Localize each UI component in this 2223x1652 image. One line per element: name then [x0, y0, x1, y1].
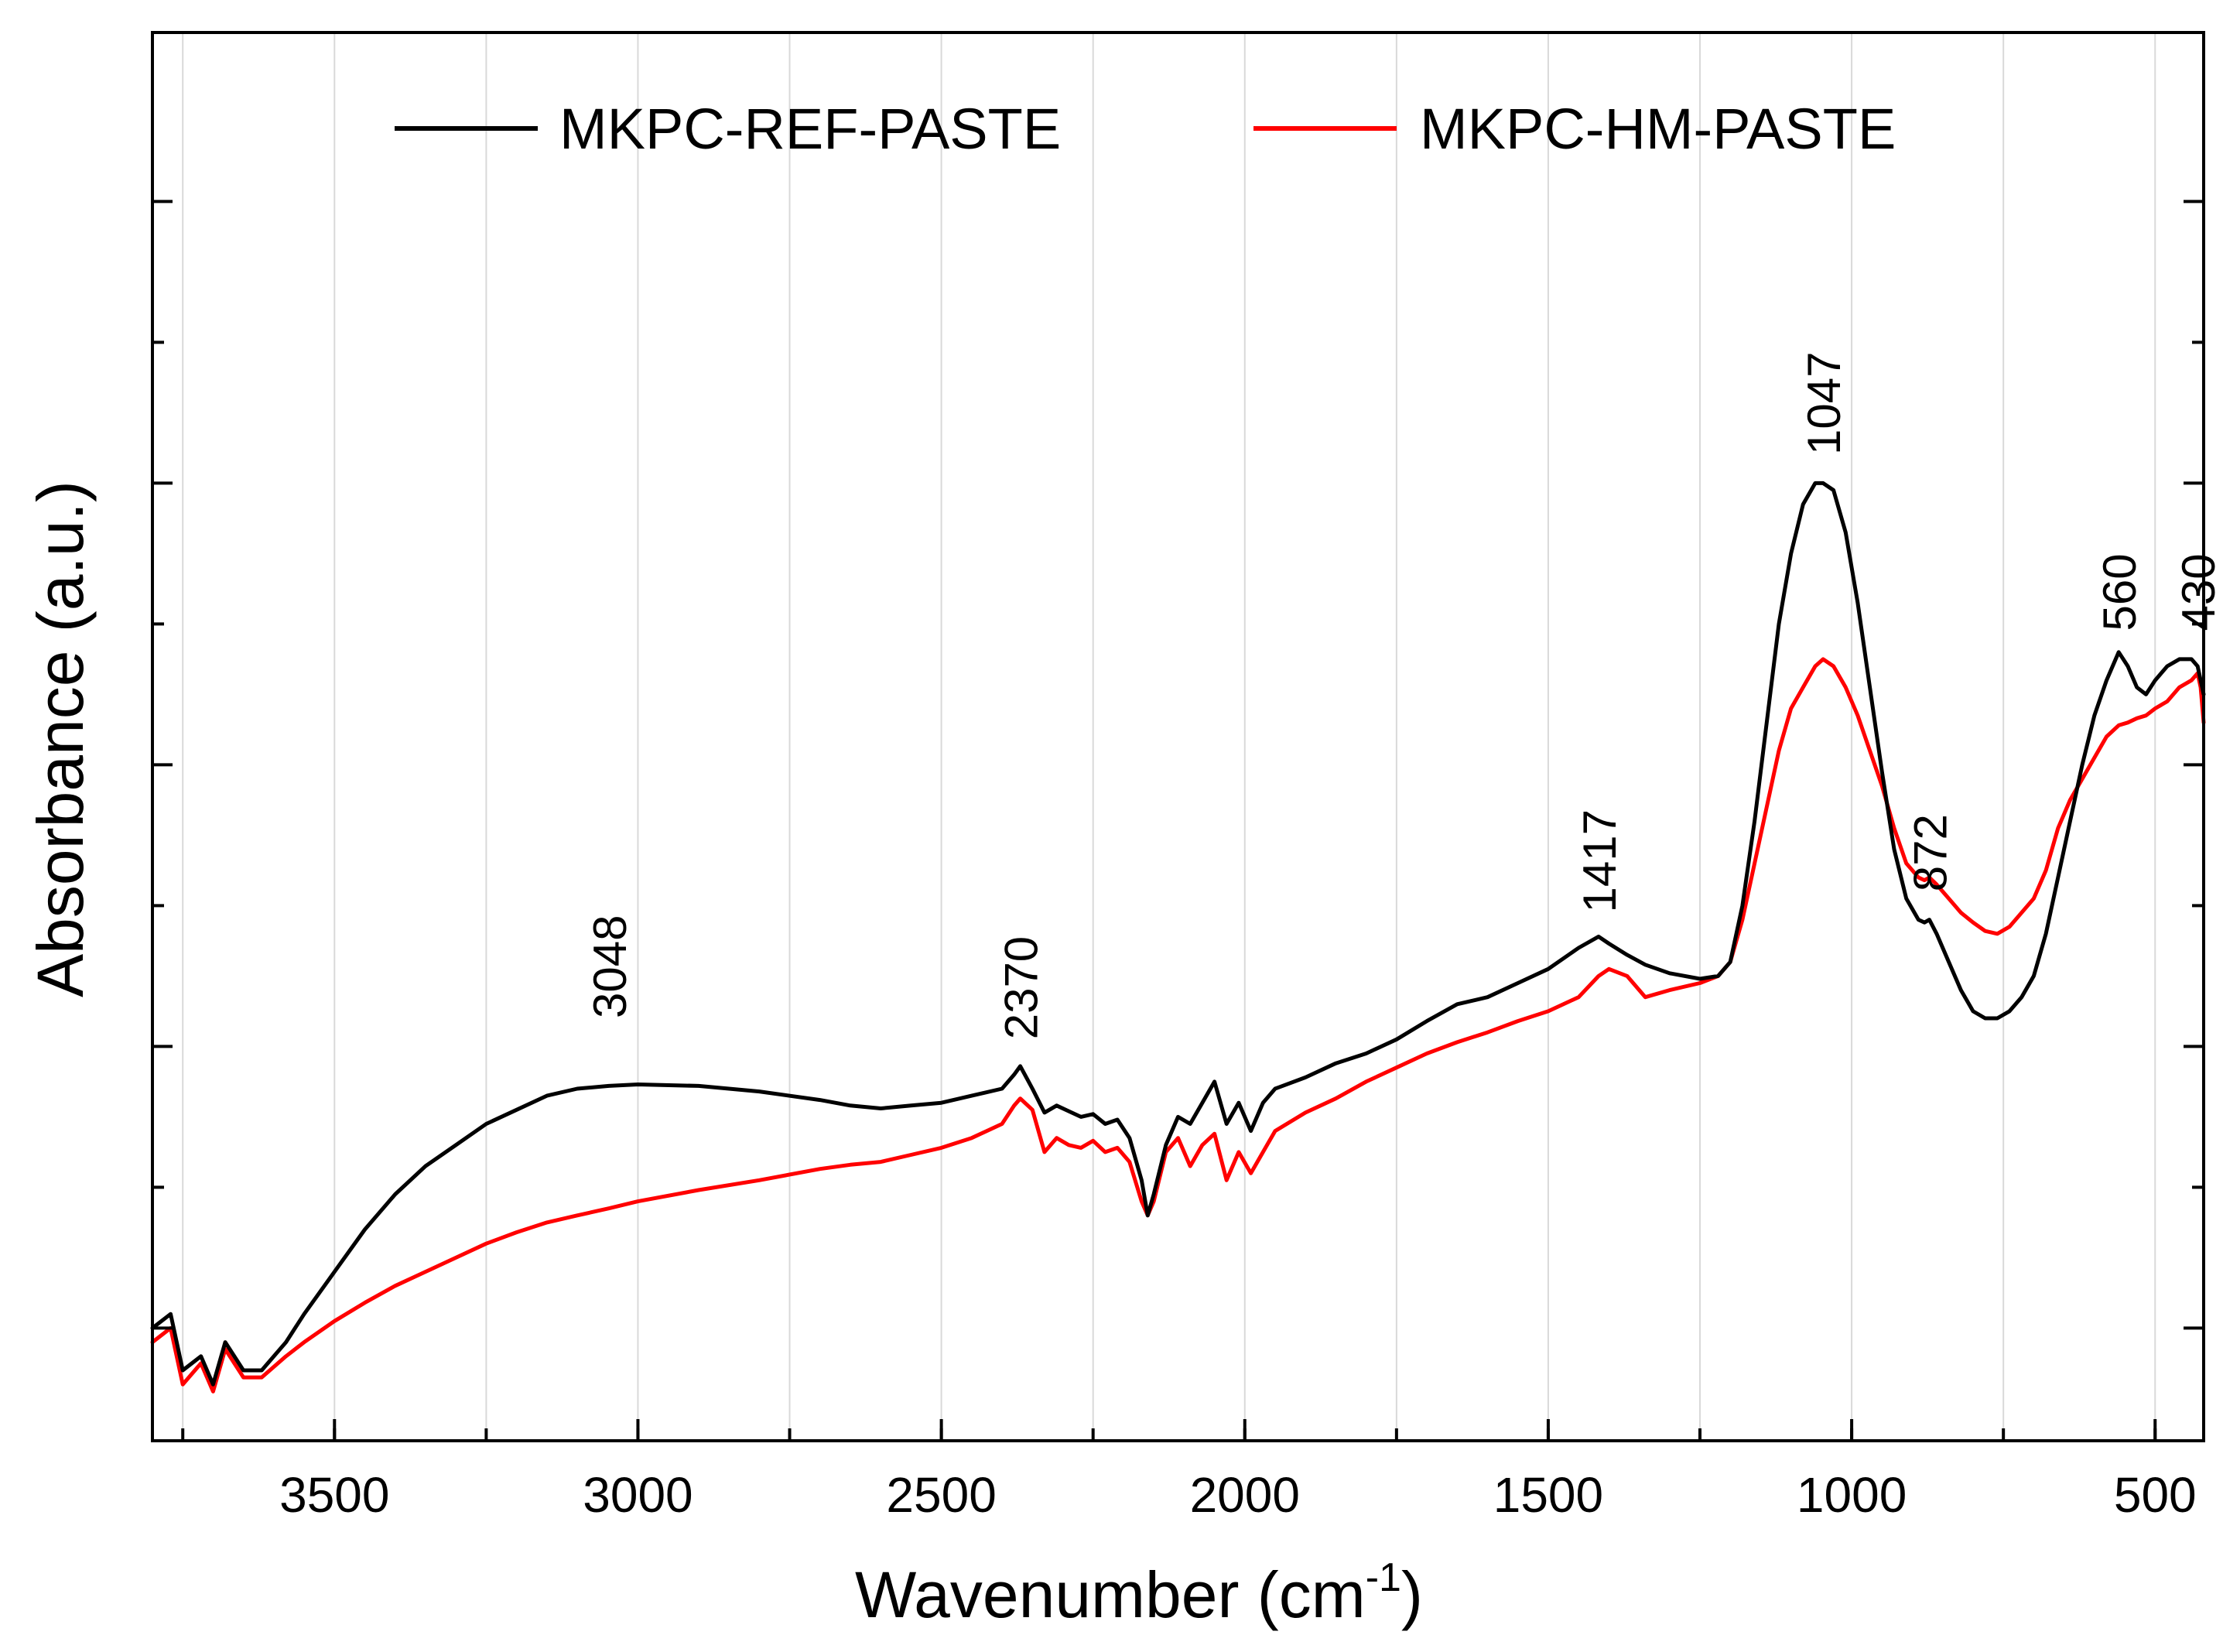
vertical-grid — [182, 32, 2156, 1441]
legend: MKPC-REF-PASTE MKPC-HM-PASTE — [395, 97, 1896, 161]
axis-ticks: 3500 3000 2500 2000 1500 1000 500 — [152, 200, 2204, 1523]
series-line-mkpc-ref-paste — [150, 481, 2206, 1387]
peak-label: 1417 — [1574, 809, 1626, 912]
x-tick-label: 2500 — [886, 1467, 996, 1523]
peak-label: 3048 — [584, 915, 636, 1018]
peak-label: 430 — [2173, 553, 2223, 631]
peak-label: 2370 — [996, 936, 1048, 1039]
x-tick-label: 2000 — [1190, 1467, 1300, 1523]
legend-label-hm: MKPC-HM-PASTE — [1420, 97, 1896, 161]
x-tick-label: 500 — [2114, 1467, 2197, 1523]
x-tick-label: 1500 — [1493, 1467, 1603, 1523]
peak-label: 1047 — [1798, 352, 1850, 455]
x-axis-title-superscript: -1 — [1366, 1555, 1401, 1600]
x-tick-label: 1000 — [1797, 1467, 1907, 1523]
y-axis-title: Absorbance (a.u.) — [24, 481, 97, 997]
peak-label: 872 — [1905, 814, 1957, 891]
plot-frame — [151, 31, 2205, 1442]
peak-annotations: 3048 2370 1417 1047 872 560 430 — [584, 352, 2223, 1040]
x-tick-label: 3000 — [583, 1467, 693, 1523]
legend-label-ref: MKPC-REF-PASTE — [559, 97, 1061, 161]
series-line-mkpc-hm-paste — [150, 657, 2206, 1394]
peak-label: 560 — [2094, 553, 2146, 631]
x-tick-label: 3500 — [279, 1467, 389, 1523]
series-group — [150, 481, 2206, 1394]
x-axis-title: Wavenumber (cm-1) — [855, 1555, 1423, 1631]
